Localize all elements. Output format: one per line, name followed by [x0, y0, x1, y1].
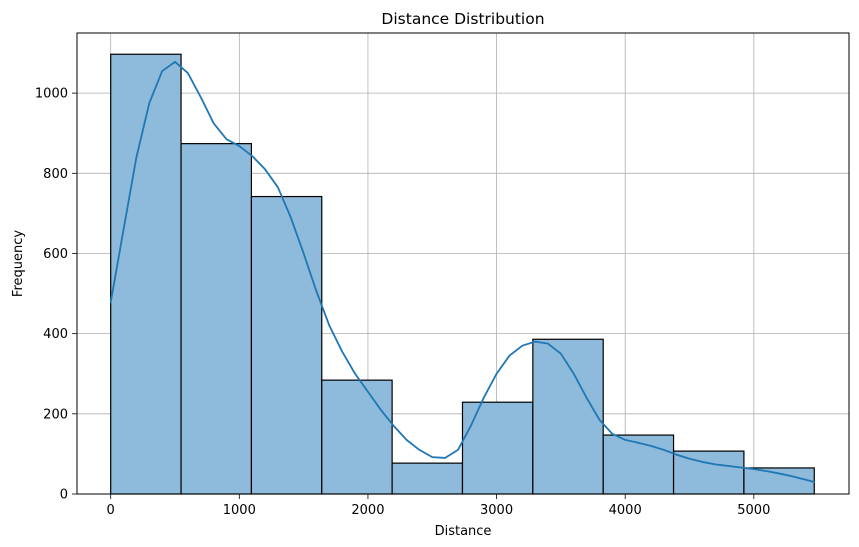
x-tick-label: 4000 [609, 503, 642, 518]
histogram-bar [180, 143, 253, 495]
y-tick-label: 200 [43, 407, 68, 422]
y-axis-label: Frequency [11, 230, 26, 297]
histogram-bars [110, 53, 815, 495]
y-tick-label: 800 [43, 167, 68, 182]
kde-curve-layer [109, 60, 816, 483]
x-axis-label: Distance [435, 524, 492, 539]
histogram-bar [743, 467, 815, 495]
histogram-bar [532, 338, 604, 495]
chart-title: Distance Distribution [381, 10, 544, 28]
histogram-bar [250, 195, 323, 495]
y-tick-label: 400 [43, 327, 68, 342]
plot-frame [76, 32, 850, 495]
kde-curve [109, 60, 816, 483]
x-tick-label: 1000 [223, 503, 256, 518]
histogram-bar [391, 462, 464, 495]
x-tick-label: 0 [107, 503, 115, 518]
y-tick-label: 0 [60, 488, 68, 503]
x-tick-label: 2000 [351, 503, 384, 518]
histogram-bar [461, 401, 534, 495]
y-tick-label: 1000 [35, 87, 68, 102]
histogram-bar [110, 53, 182, 495]
x-tick-label: 5000 [737, 503, 770, 518]
histogram-bar [602, 434, 675, 495]
axis-ticks: 0 1000 2000 3000 4000 5000 0 200 400 600 800 1000 [35, 87, 770, 518]
x-tick-label: 3000 [480, 503, 513, 518]
y-tick-label: 600 [43, 247, 68, 262]
histogram-bar [321, 379, 393, 495]
